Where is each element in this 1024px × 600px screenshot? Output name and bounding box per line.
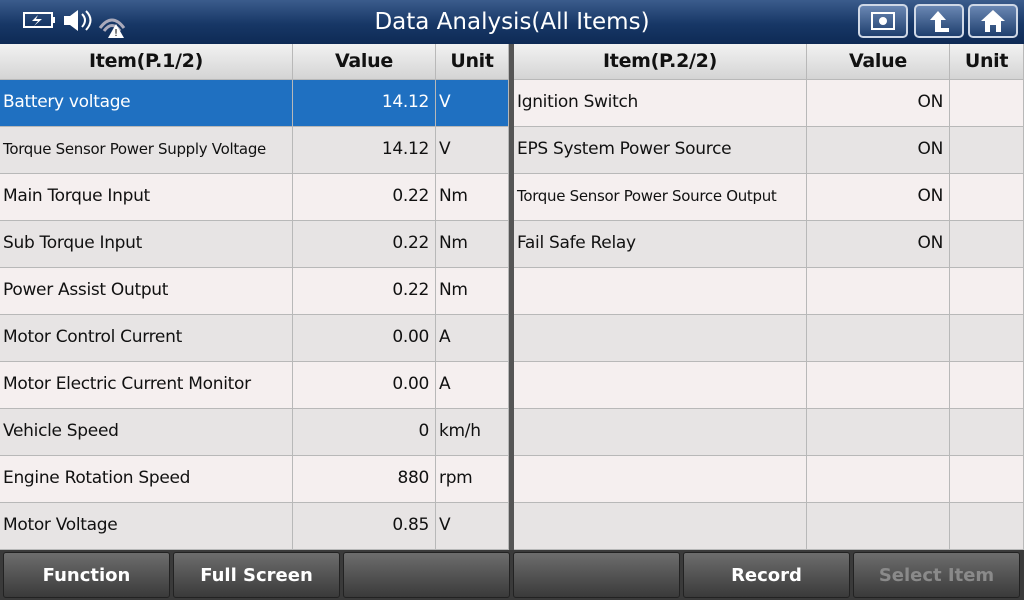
item-unit[interactable]: A — [436, 362, 509, 409]
status-icons: ! — [23, 10, 126, 39]
item-value[interactable]: 0.22 — [293, 268, 436, 315]
item-name[interactable]: Motor Voltage — [0, 503, 293, 550]
item-name[interactable]: Fail Safe Relay — [514, 221, 807, 268]
item-value[interactable]: 0 — [293, 409, 436, 456]
item-unit[interactable]: V — [436, 503, 509, 550]
data-table: Item(P.1/2) Value Unit Battery voltage 14.12… — [0, 44, 509, 550]
item-value[interactable]: 14.12 — [293, 127, 436, 174]
column-header: Unit — [436, 44, 509, 80]
item-unit[interactable]: V — [436, 80, 509, 127]
svg-text:!: ! — [114, 28, 118, 39]
empty-cell — [807, 409, 950, 456]
empty-cell — [514, 503, 807, 550]
empty-cell — [514, 315, 807, 362]
empty-cell — [950, 409, 1024, 456]
column-header: Value — [807, 44, 950, 80]
item-name[interactable]: Torque Sensor Power Supply Voltage — [0, 127, 293, 174]
empty-button — [343, 552, 510, 598]
item-value[interactable]: ON — [807, 174, 950, 221]
item-name[interactable]: Sub Torque Input — [0, 221, 293, 268]
item-name[interactable]: Ignition Switch — [514, 80, 807, 127]
table-separator — [509, 44, 514, 550]
item-name[interactable]: Power Assist Output — [0, 268, 293, 315]
column-header: Value — [293, 44, 436, 80]
empty-cell[interactable] — [950, 221, 1024, 268]
empty-cell — [807, 315, 950, 362]
item-name[interactable]: EPS System Power Source — [514, 127, 807, 174]
empty-cell — [950, 315, 1024, 362]
back-button[interactable] — [914, 4, 964, 38]
item-name[interactable]: Engine Rotation Speed — [0, 456, 293, 503]
empty-cell — [514, 409, 807, 456]
column-header: Item(P.2/2) — [514, 44, 807, 80]
item-unit[interactable]: rpm — [436, 456, 509, 503]
item-name[interactable]: Main Torque Input — [0, 174, 293, 221]
item-value[interactable]: 880 — [293, 456, 436, 503]
empty-button — [513, 552, 680, 598]
toolbar-button: Select Item — [853, 552, 1020, 598]
empty-cell[interactable] — [950, 174, 1024, 221]
item-name[interactable]: Motor Control Current — [0, 315, 293, 362]
item-value[interactable]: 0.22 — [293, 221, 436, 268]
item-value[interactable]: ON — [807, 80, 950, 127]
item-unit[interactable]: A — [436, 315, 509, 362]
item-value[interactable]: 0.22 — [293, 174, 436, 221]
empty-cell — [950, 456, 1024, 503]
item-unit[interactable]: Nm — [436, 221, 509, 268]
empty-cell — [807, 268, 950, 315]
item-value[interactable]: ON — [807, 221, 950, 268]
empty-cell — [514, 456, 807, 503]
home-button[interactable] — [968, 4, 1018, 38]
item-value[interactable]: 14.12 — [293, 80, 436, 127]
item-unit[interactable]: Nm — [436, 174, 509, 221]
item-name[interactable]: Vehicle Speed — [0, 409, 293, 456]
item-unit[interactable]: V — [436, 127, 509, 174]
empty-cell — [514, 362, 807, 409]
empty-cell — [950, 362, 1024, 409]
item-name[interactable]: Battery voltage — [0, 80, 293, 127]
item-unit[interactable]: km/h — [436, 409, 509, 456]
empty-cell[interactable] — [950, 80, 1024, 127]
item-value[interactable]: 0.00 — [293, 315, 436, 362]
item-name[interactable]: Torque Sensor Power Source Output — [514, 174, 807, 221]
title-bar: ! Data Analysis(All Items) — [0, 0, 1024, 44]
item-value[interactable]: ON — [807, 127, 950, 174]
empty-cell — [950, 268, 1024, 315]
toolbar-button[interactable]: Full Screen — [173, 552, 340, 598]
empty-cell — [807, 503, 950, 550]
toolbar-button[interactable]: Function — [3, 552, 170, 598]
column-header: Unit — [950, 44, 1024, 80]
empty-cell — [807, 456, 950, 503]
empty-cell[interactable] — [950, 127, 1024, 174]
capture-button[interactable] — [858, 4, 908, 38]
empty-cell — [950, 503, 1024, 550]
screen-title: Data Analysis(All Items) — [374, 9, 650, 35]
item-name[interactable]: Motor Electric Current Monitor — [0, 362, 293, 409]
item-unit[interactable]: Nm — [436, 268, 509, 315]
empty-cell — [514, 268, 807, 315]
empty-cell — [807, 362, 950, 409]
toolbar-button[interactable]: Record — [683, 552, 850, 598]
item-value[interactable]: 0.85 — [293, 503, 436, 550]
data-table: Item(P.2/2) Value Unit Ignition Switch ON EPS… — [514, 44, 1024, 550]
column-header: Item(P.1/2) — [0, 44, 293, 80]
item-value[interactable]: 0.00 — [293, 362, 436, 409]
